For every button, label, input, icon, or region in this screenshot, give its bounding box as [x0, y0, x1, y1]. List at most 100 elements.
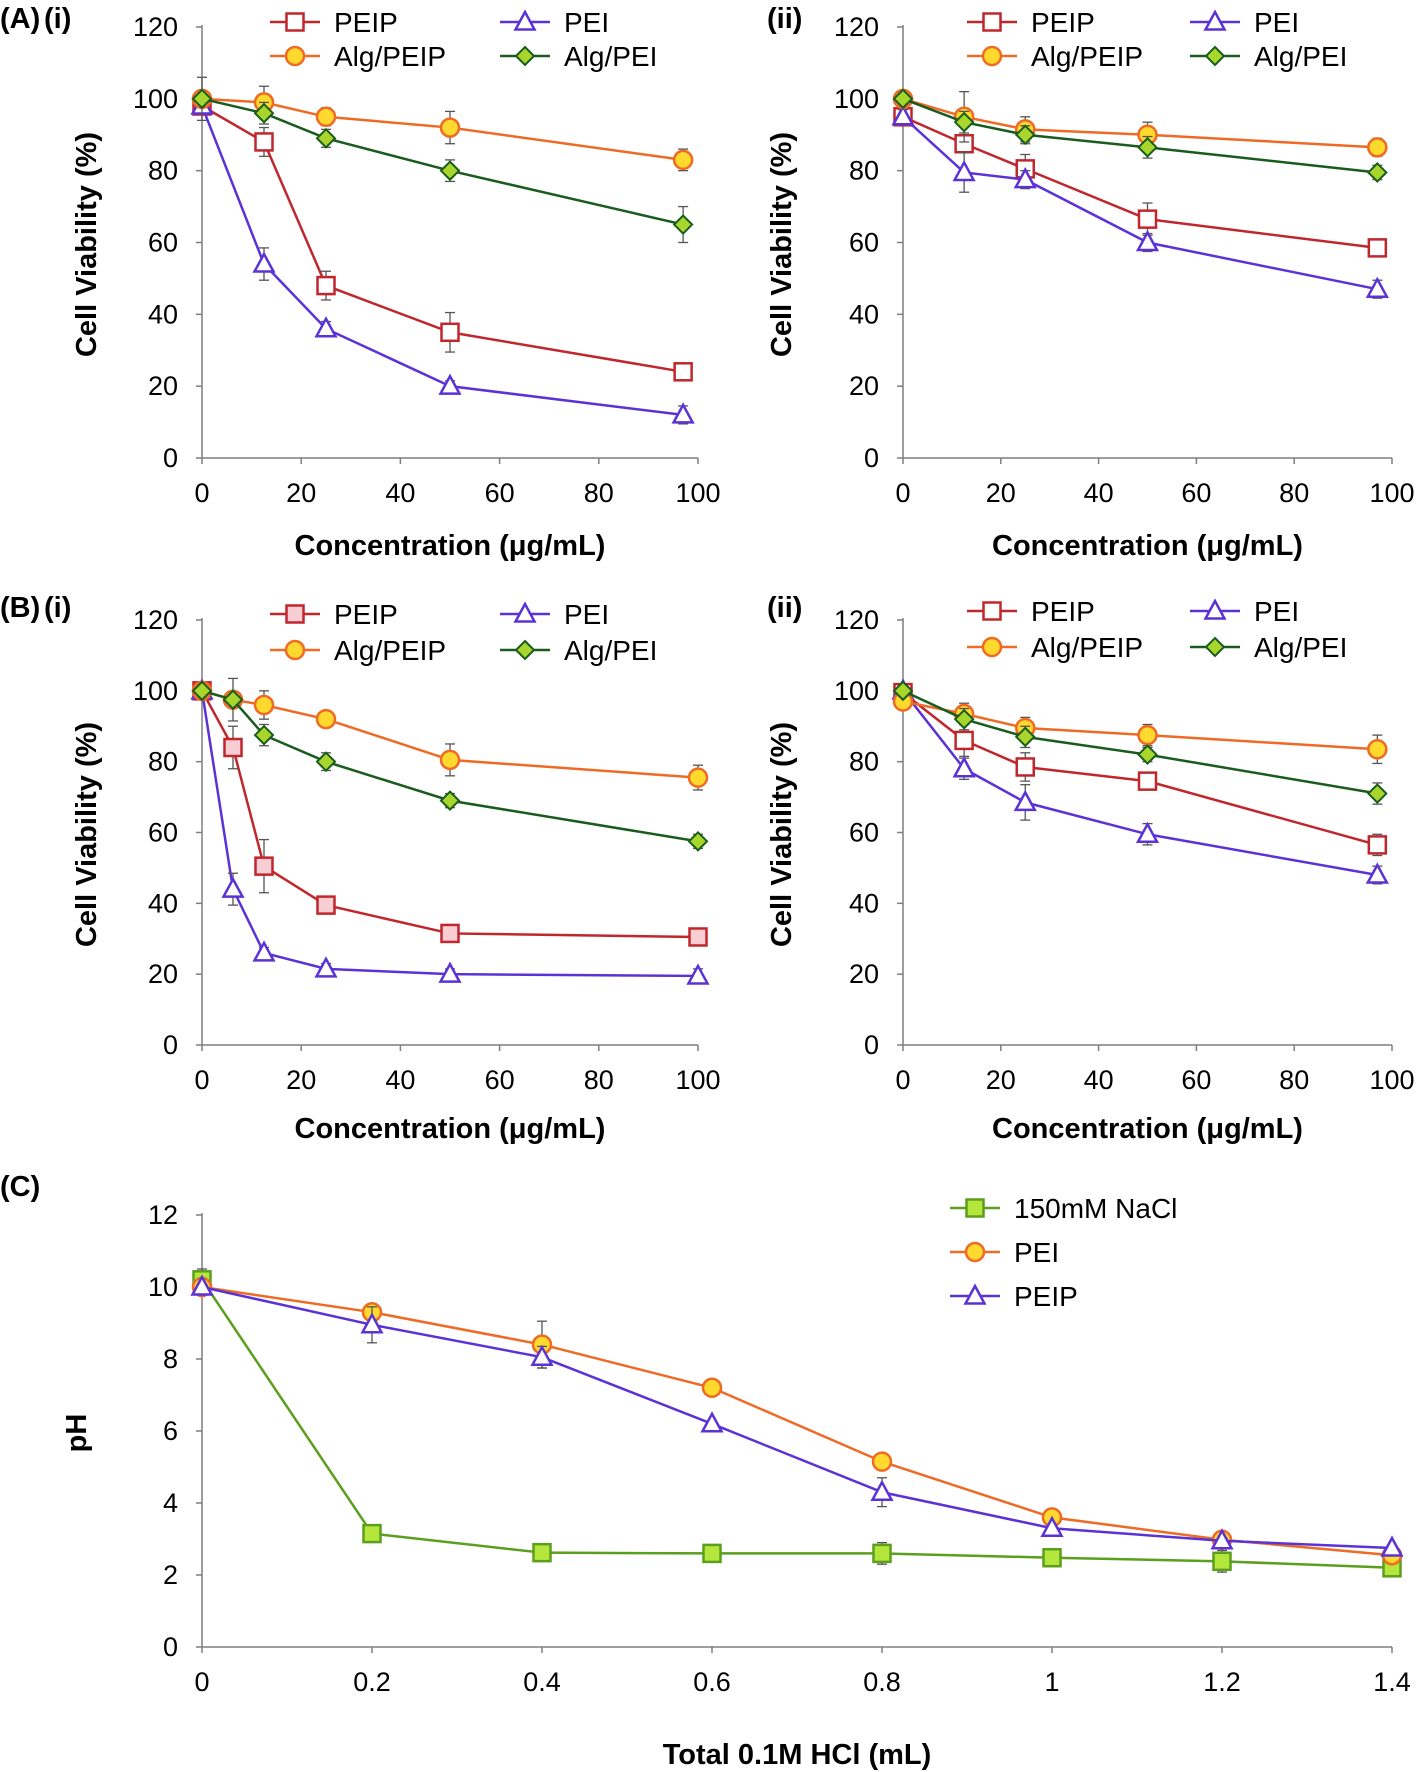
data-point [1042, 1547, 1062, 1568]
data-point [688, 927, 708, 947]
legend-item: PEIP [270, 7, 398, 38]
x-tick-label: 80 [584, 478, 614, 508]
panel-label: (ii) [767, 592, 802, 624]
legend-label: Alg/PEI [1254, 41, 1347, 72]
panel-label: (B) [0, 592, 40, 624]
legend: 150mM NaCl PEI PEIP [950, 1193, 1177, 1312]
x-tick-label: 1.4 [1373, 1667, 1411, 1697]
y-tick-label: 40 [148, 888, 178, 918]
x-axis-label: Concentration (μg/mL) [295, 1113, 606, 1145]
legend-label: PEI [1254, 596, 1299, 627]
x-tick-label: 0.6 [693, 1667, 731, 1697]
data-point [440, 322, 460, 343]
x-tick-label: 20 [986, 478, 1016, 508]
y-axis-label: Cell Viability (%) [71, 722, 103, 947]
data-point [360, 1312, 384, 1334]
series-alg-pei [892, 88, 1388, 183]
y-tick-label: 40 [148, 299, 178, 329]
data-point [891, 104, 915, 126]
data-point [223, 737, 243, 758]
legend-label: PEI [564, 599, 609, 630]
legend-label: PEI [1014, 1237, 1059, 1268]
legend-label: Alg/PEI [564, 635, 657, 666]
data-point [191, 680, 213, 702]
data-point [315, 127, 337, 149]
data-point [702, 1543, 722, 1564]
y-tick-label: 120 [133, 605, 178, 635]
legend-label: PEIP [1031, 7, 1095, 38]
x-tick-label: 60 [485, 478, 515, 508]
x-tick-label: 0.2 [353, 1667, 391, 1697]
x-tick-label: 0.8 [863, 1667, 901, 1697]
data-point [872, 1543, 892, 1564]
legend-marker [982, 601, 1002, 621]
x-tick-label: 40 [385, 1065, 415, 1095]
data-point [1212, 1551, 1232, 1572]
legend: PEIP PEI Alg/PEIP Alg/PEI [270, 599, 657, 666]
y-tick-label: 80 [849, 156, 879, 186]
y-tick-label: 40 [849, 299, 879, 329]
series-peip [190, 1274, 1404, 1557]
legend-item: Alg/PEIP [967, 632, 1143, 663]
data-point [221, 876, 245, 898]
y-tick-label: 6 [163, 1416, 178, 1446]
legend-label: Alg/PEIP [334, 41, 446, 72]
x-axis-label: Concentration (μg/mL) [295, 530, 606, 562]
data-point [439, 749, 461, 771]
y-tick-label: 20 [148, 959, 178, 989]
x-tick-label: 0.4 [523, 1667, 561, 1697]
data-point [530, 1344, 554, 1366]
data-point [1014, 726, 1036, 748]
y-tick-label: 0 [864, 1030, 879, 1060]
data-point [954, 730, 974, 751]
data-point [191, 88, 213, 110]
data-point [253, 724, 275, 746]
x-tick-label: 100 [1369, 1065, 1414, 1095]
y-tick-label: 60 [148, 818, 178, 848]
data-point [314, 956, 338, 978]
legend-item: Alg/PEI [1190, 632, 1347, 663]
legend-label: PEIP [334, 599, 398, 630]
y-tick-label: 60 [849, 818, 879, 848]
x-axis-label: Concentration (μg/mL) [992, 530, 1303, 562]
legend-marker [513, 9, 537, 31]
legend-label: 150mM NaCl [1014, 1193, 1177, 1224]
y-tick-label: 100 [133, 676, 178, 706]
legend-label: PEI [564, 7, 609, 38]
y-tick-label: 20 [849, 959, 879, 989]
series-alg-pei [191, 677, 709, 852]
legend-marker [963, 1283, 987, 1305]
series-line [201, 97, 684, 226]
y-axis-label: Cell Viability (%) [766, 132, 798, 357]
x-tick-label: 40 [1084, 478, 1114, 508]
chart-panel-a-ii: 0 20 40 60 80 100 120 0 20 40 60 80 100 Concentration… [766, 7, 1415, 562]
legend-marker [1203, 9, 1227, 31]
series-line [200, 690, 699, 939]
data-point [1137, 744, 1158, 765]
legend-label: PEIP [1031, 596, 1095, 627]
y-tick-label: 10 [148, 1272, 178, 1302]
data-point [532, 1542, 552, 1563]
series-alg-pei [191, 76, 694, 244]
y-axis-label: Cell Viability (%) [71, 132, 103, 357]
series-line [201, 1285, 1393, 1557]
x-tick-label: 100 [675, 1065, 720, 1095]
y-tick-label: 12 [148, 1200, 178, 1230]
chart-panel-c: 0 2 4 6 8 10 12 0 0.2 0.4 0.6 0.8 1 1.2 1.4 Total 0.1M … [61, 1193, 1411, 1771]
legend-marker [284, 639, 306, 661]
y-axis-label: pH [61, 1414, 93, 1453]
panel-label: (i) [44, 3, 71, 35]
legend-item: Alg/PEIP [270, 635, 446, 666]
y-tick-label: 2 [163, 1560, 178, 1590]
data-point [687, 767, 709, 788]
data-point [700, 1411, 724, 1433]
x-tick-label: 1.2 [1203, 1667, 1241, 1697]
y-tick-label: 20 [148, 371, 178, 401]
x-tick-label: 40 [385, 478, 415, 508]
legend: PEIP PEI Alg/PEIP Alg/PEI [967, 596, 1347, 663]
y-tick-label: 100 [834, 676, 879, 706]
y-tick-label: 80 [148, 156, 178, 186]
data-point [1367, 137, 1388, 158]
legend-item: PEI [1190, 7, 1299, 38]
data-point [439, 160, 461, 182]
